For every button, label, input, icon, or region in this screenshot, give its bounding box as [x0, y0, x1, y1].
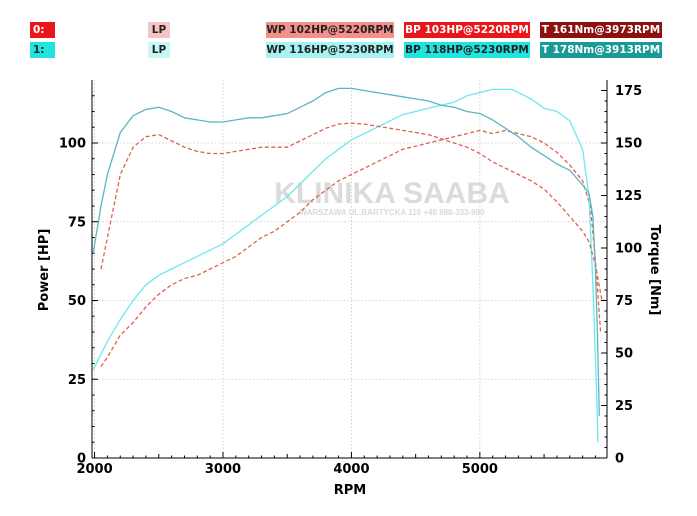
run1-torque-badge[interactable]: T 178Nm@3913RPM	[540, 42, 662, 58]
watermark: KLINIKA SAABA WARSZAWA UL.BARTYCKA 116 +…	[274, 177, 510, 217]
series-line-2	[100, 122, 603, 301]
y-tick-label: 0	[77, 452, 86, 467]
tick-labels: 2000 3000 4000 5000 0 25 50 75 100 0 25 50 75 100 125 1…	[59, 84, 642, 477]
y2-tick-label: 100	[615, 242, 642, 257]
y2-tick-label: 175	[615, 84, 642, 99]
y-tick-label: 75	[68, 215, 86, 230]
y2-tick-label: 25	[615, 399, 633, 414]
run1-lp-badge[interactable]: LP	[148, 42, 170, 58]
series-layer	[92, 87, 603, 443]
series-line-0	[100, 129, 602, 367]
axes	[91, 80, 608, 459]
y2-tick-label: 50	[615, 347, 633, 362]
y2-tick-label: 150	[615, 137, 642, 152]
x-tick-label: 3000	[205, 462, 241, 477]
watermark-subtitle: WARSZAWA UL.BARTYCKA 116 +48 888-333-990	[299, 208, 485, 217]
x-tick-label: 5000	[462, 462, 498, 477]
run1-wp-badge[interactable]: WP 116HP@5230RPM	[266, 42, 394, 58]
y2-tick-label: 125	[615, 189, 642, 204]
y-tick-label: 50	[68, 294, 86, 309]
watermark-title: KLINIKA SAABA	[274, 177, 510, 210]
run0-lp-badge[interactable]: LP	[148, 22, 170, 38]
x-tick-label: 4000	[333, 462, 369, 477]
y-axis-title: Power [HP]	[37, 229, 52, 312]
run1-bp-badge[interactable]: BP 118HP@5230RPM	[404, 42, 530, 58]
y2-axis-title: Torque [Nm]	[647, 225, 662, 316]
x-axis-title: RPM	[334, 483, 366, 498]
series-line-1	[92, 88, 599, 443]
y2-tick-label: 0	[615, 452, 624, 467]
series-line-3	[92, 87, 600, 417]
y-tick-label: 25	[68, 373, 86, 388]
x-tick-label: 2000	[76, 462, 112, 477]
run0-torque-badge[interactable]: T 161Nm@3973RPM	[540, 22, 662, 38]
run0-bp-badge[interactable]: BP 103HP@5220RPM	[404, 22, 530, 38]
run0-id-badge[interactable]: 0:	[30, 22, 55, 38]
run1-id-badge[interactable]: 1:	[30, 42, 55, 58]
legend: 0: LP WP 102HP@5220RPM BP 103HP@5220RPM …	[0, 0, 697, 64]
y-tick-label: 100	[59, 137, 86, 152]
run0-wp-badge[interactable]: WP 102HP@5220RPM	[266, 22, 394, 38]
y2-tick-label: 75	[615, 294, 633, 309]
